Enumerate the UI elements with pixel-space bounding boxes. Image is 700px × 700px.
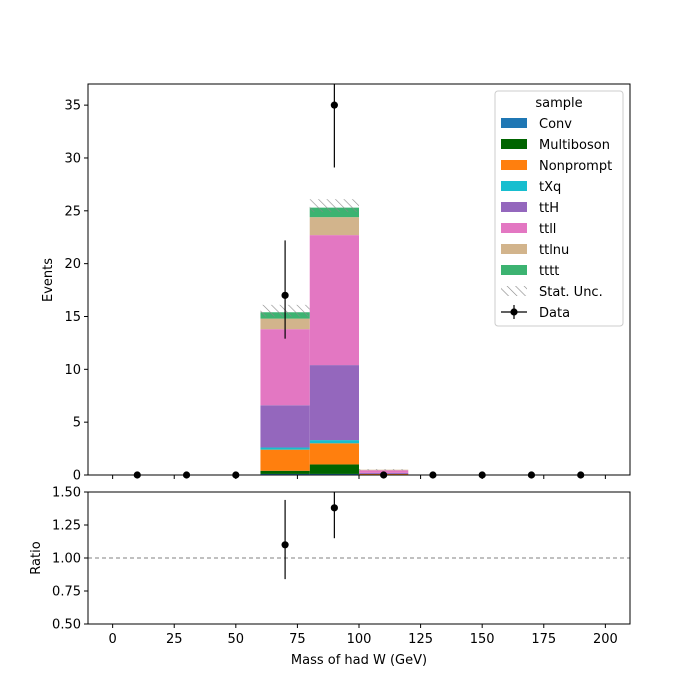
legend-swatch-conv <box>501 118 527 128</box>
bar-tth-bin-4 <box>309 365 359 441</box>
legend-label-tttt: tttt <box>539 264 559 279</box>
y-tick-label-main-15: 15 <box>64 310 81 325</box>
legend-data-marker <box>510 308 518 316</box>
legend-label-stat-unc: Stat. Unc. <box>539 285 603 300</box>
x-tick-label-0: 0 <box>108 632 116 647</box>
y-tick-label-ratio-0.50: 0.50 <box>52 618 81 633</box>
y-tick-label-main-10: 10 <box>64 363 81 378</box>
y-tick-label-main-30: 30 <box>64 151 81 166</box>
bar-ttll-bin-3 <box>260 329 310 406</box>
y-tick-label-ratio-1.50: 1.50 <box>52 486 81 501</box>
bar-conv-bin-3 <box>260 473 310 475</box>
bar-nonprompt-bin-3 <box>260 449 310 471</box>
ratio-point-0 <box>281 541 289 549</box>
ratio-plot-panel: 0.50 0.75 1.00 1.25 1.50 0 25 50 75 100 125 150 175 2… <box>52 486 631 647</box>
legend-title: sample <box>535 96 582 111</box>
bar-txq-bin-3 <box>260 447 310 450</box>
legend-label-ttlnu: ttlnu <box>539 243 569 258</box>
bar-tth-bin-3 <box>260 405 310 448</box>
y-tick-label-main-0: 0 <box>73 469 81 484</box>
y-axis-label-events: Events <box>41 258 56 302</box>
y-tick-label-main-35: 35 <box>64 99 81 114</box>
x-tick-label-50: 50 <box>228 632 245 647</box>
legend-swatch-stat-unc <box>501 286 527 296</box>
stat-unc-band-bin-5 <box>359 469 409 471</box>
bar-txq-bin-4 <box>309 440 359 444</box>
y-tick-label-main-25: 25 <box>64 204 81 219</box>
y-tick-label-main-20: 20 <box>64 257 81 272</box>
x-tick-label-25: 25 <box>166 632 183 647</box>
ratio-point-1 <box>330 504 338 512</box>
data-point-4 <box>330 101 338 109</box>
y-axis-label-ratio: Ratio <box>29 541 44 574</box>
y-tick-label-ratio-1.00: 1.00 <box>52 552 81 567</box>
bar-multiboson-bin-4 <box>309 464 359 474</box>
x-tick-label-200: 200 <box>593 632 618 647</box>
legend-swatch-tth <box>501 202 527 212</box>
bar-nonprompt-bin-4 <box>309 443 359 465</box>
stat-unc-band-bin-4 <box>309 199 359 212</box>
legend-swatch-multiboson <box>501 139 527 149</box>
legend-swatch-nonprompt <box>501 160 527 170</box>
legend-label-conv: Conv <box>539 117 572 132</box>
legend-label-nonprompt: Nonprompt <box>539 159 612 174</box>
legend-label-multiboson: Multiboson <box>539 138 610 153</box>
legend-label-txq: tXq <box>539 180 561 195</box>
legend-label-data: Data <box>539 306 570 321</box>
y-tick-label-ratio-1.25: 1.25 <box>52 519 81 534</box>
x-tick-label-150: 150 <box>470 632 495 647</box>
ratio-axes-frame <box>87 491 631 625</box>
legend-swatch-ttll <box>501 223 527 233</box>
x-axis-label: Mass of had W (GeV) <box>291 653 427 668</box>
x-tick-label-175: 175 <box>531 632 556 647</box>
main-axes-frame <box>87 83 631 476</box>
legend-label-tth: ttH <box>539 201 559 216</box>
legend: sample Conv Multiboson Nonprompt tXq ttH ttll t… <box>494 90 624 327</box>
legend-swatch-tttt <box>501 265 527 275</box>
x-tick-label-75: 75 <box>289 632 306 647</box>
bar-conv-bin-4 <box>309 473 359 475</box>
bar-multiboson-bin-3 <box>260 470 310 474</box>
bar-ttll-bin-4 <box>309 235 359 366</box>
bar-ttlnu-bin-4 <box>309 217 359 236</box>
main-plot-panel: 0 5 10 15 20 25 30 35 <box>64 83 631 484</box>
bar-tttt-bin-4 <box>309 207 359 218</box>
data-point-3 <box>281 291 289 299</box>
legend-label-ttll: ttll <box>539 222 556 237</box>
y-tick-label-ratio-0.75: 0.75 <box>52 585 81 600</box>
y-tick-label-main-5: 5 <box>73 416 81 431</box>
x-tick-label-125: 125 <box>408 632 433 647</box>
legend-swatch-ttlnu <box>501 244 527 254</box>
x-tick-label-100: 100 <box>347 632 372 647</box>
legend-swatch-txq <box>501 181 527 191</box>
